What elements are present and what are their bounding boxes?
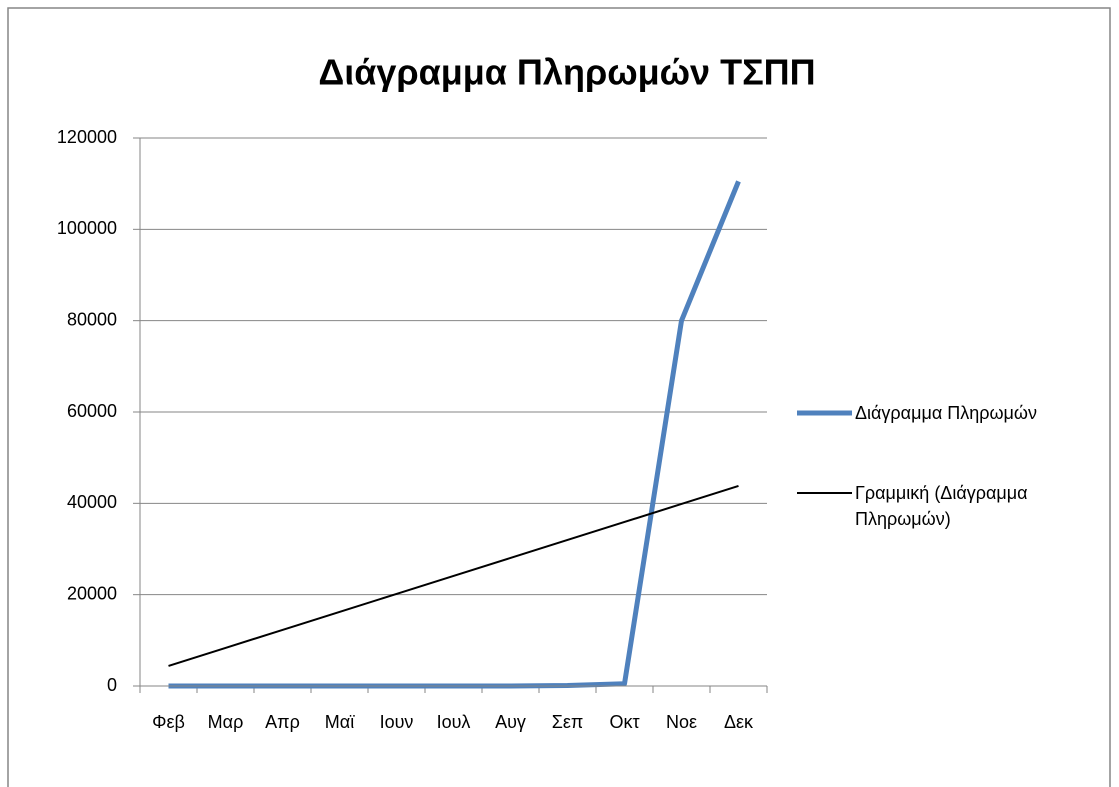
y-tick-label: 120000 [57,127,117,147]
x-tick-label: Φεβ [152,712,185,732]
x-tick-label: Οκτ [609,712,639,732]
x-tick-label: Δεκ [724,712,754,732]
x-tick-label: Σεπ [552,712,584,732]
y-tick-label: 40000 [67,492,117,512]
x-tick-label: Ιουν [380,712,414,732]
chart-border [7,7,1111,787]
series-line [168,485,739,667]
y-tick-label: 80000 [67,309,117,329]
y-tick-label: 0 [107,675,117,695]
chart-title: Διάγραμμα Πληρωμών ΤΣΠΠ [318,52,815,93]
x-tick-label: Μαϊ [325,712,355,732]
y-tick-label: 100000 [57,218,117,238]
legend-label: Διάγραμμα Πληρωμών [855,403,1037,423]
y-tick-label: 20000 [67,583,117,603]
legend-label: Γραμμική (Διάγραμμα Πληρωμών) [855,483,1028,529]
x-tick-label: Ιουλ [437,712,471,732]
x-tick-label: Αυγ [495,712,526,732]
x-tick-label: Μαρ [208,712,244,732]
y-tick-label: 60000 [67,401,117,421]
x-tick-label: Νοε [666,712,697,732]
series-line [168,180,741,689]
x-tick-label: Απρ [265,712,300,732]
